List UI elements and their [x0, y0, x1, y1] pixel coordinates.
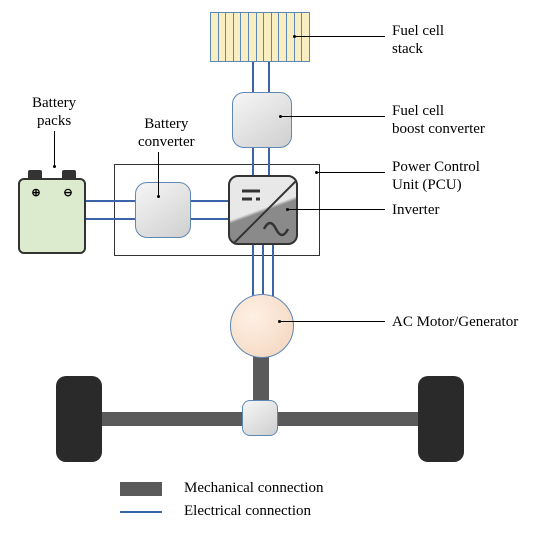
ac-motor-label: AC Motor/Generator [392, 313, 518, 331]
legend-mechanical: Mechanical connection [120, 480, 324, 497]
fuel-cell-boost-converter [232, 92, 292, 148]
battery-converter-label: Battery converter [138, 115, 195, 151]
elec-wire [252, 148, 254, 175]
diagram-canvas: ⊕ ⊖ Fuel cell stack Fuel cell boost conv… [0, 0, 550, 540]
elec-wire [86, 218, 135, 220]
leader-line [295, 36, 385, 37]
elec-wire [272, 245, 274, 297]
battery-neg-icon: ⊖ [63, 186, 72, 199]
elec-wire [268, 148, 270, 175]
leader-line [288, 209, 385, 210]
elec-wire [191, 218, 228, 220]
legend: Mechanical connection Electrical connect… [120, 480, 324, 526]
legend-electrical-label: Electrical connection [184, 503, 311, 520]
mech-shaft-vertical [253, 356, 269, 404]
ac-motor-generator [230, 294, 294, 358]
differential [242, 400, 278, 436]
elec-wire [86, 200, 135, 202]
elec-wire [262, 245, 264, 294]
legend-mechanical-label: Mechanical connection [184, 480, 324, 497]
fuel-cell-stack-label: Fuel cell stack [392, 22, 444, 58]
leader-line [281, 116, 385, 117]
leader-line [317, 172, 385, 173]
fuel-cell-boost-label: Fuel cell boost converter [392, 102, 485, 138]
leader-line [280, 321, 385, 322]
battery-converter [135, 182, 191, 238]
pcu-label: Power Control Unit (PCU) [392, 158, 480, 194]
elec-wire [191, 200, 228, 202]
wheel-right [418, 376, 464, 462]
leader-line [158, 152, 159, 197]
mechanical-swatch-icon [120, 482, 162, 496]
leader-line [54, 131, 55, 167]
legend-electrical: Electrical connection [120, 503, 324, 520]
elec-wire [268, 62, 270, 92]
battery-packs-label: Battery packs [32, 94, 76, 130]
inverter-icon [230, 177, 298, 245]
battery-pos-icon: ⊕ [31, 186, 40, 199]
electrical-swatch-icon [120, 511, 162, 513]
inverter-label: Inverter [392, 201, 439, 219]
elec-wire [252, 245, 254, 297]
battery-packs: ⊕ ⊖ [18, 178, 86, 254]
elec-wire [252, 62, 254, 92]
wheel-left [56, 376, 102, 462]
